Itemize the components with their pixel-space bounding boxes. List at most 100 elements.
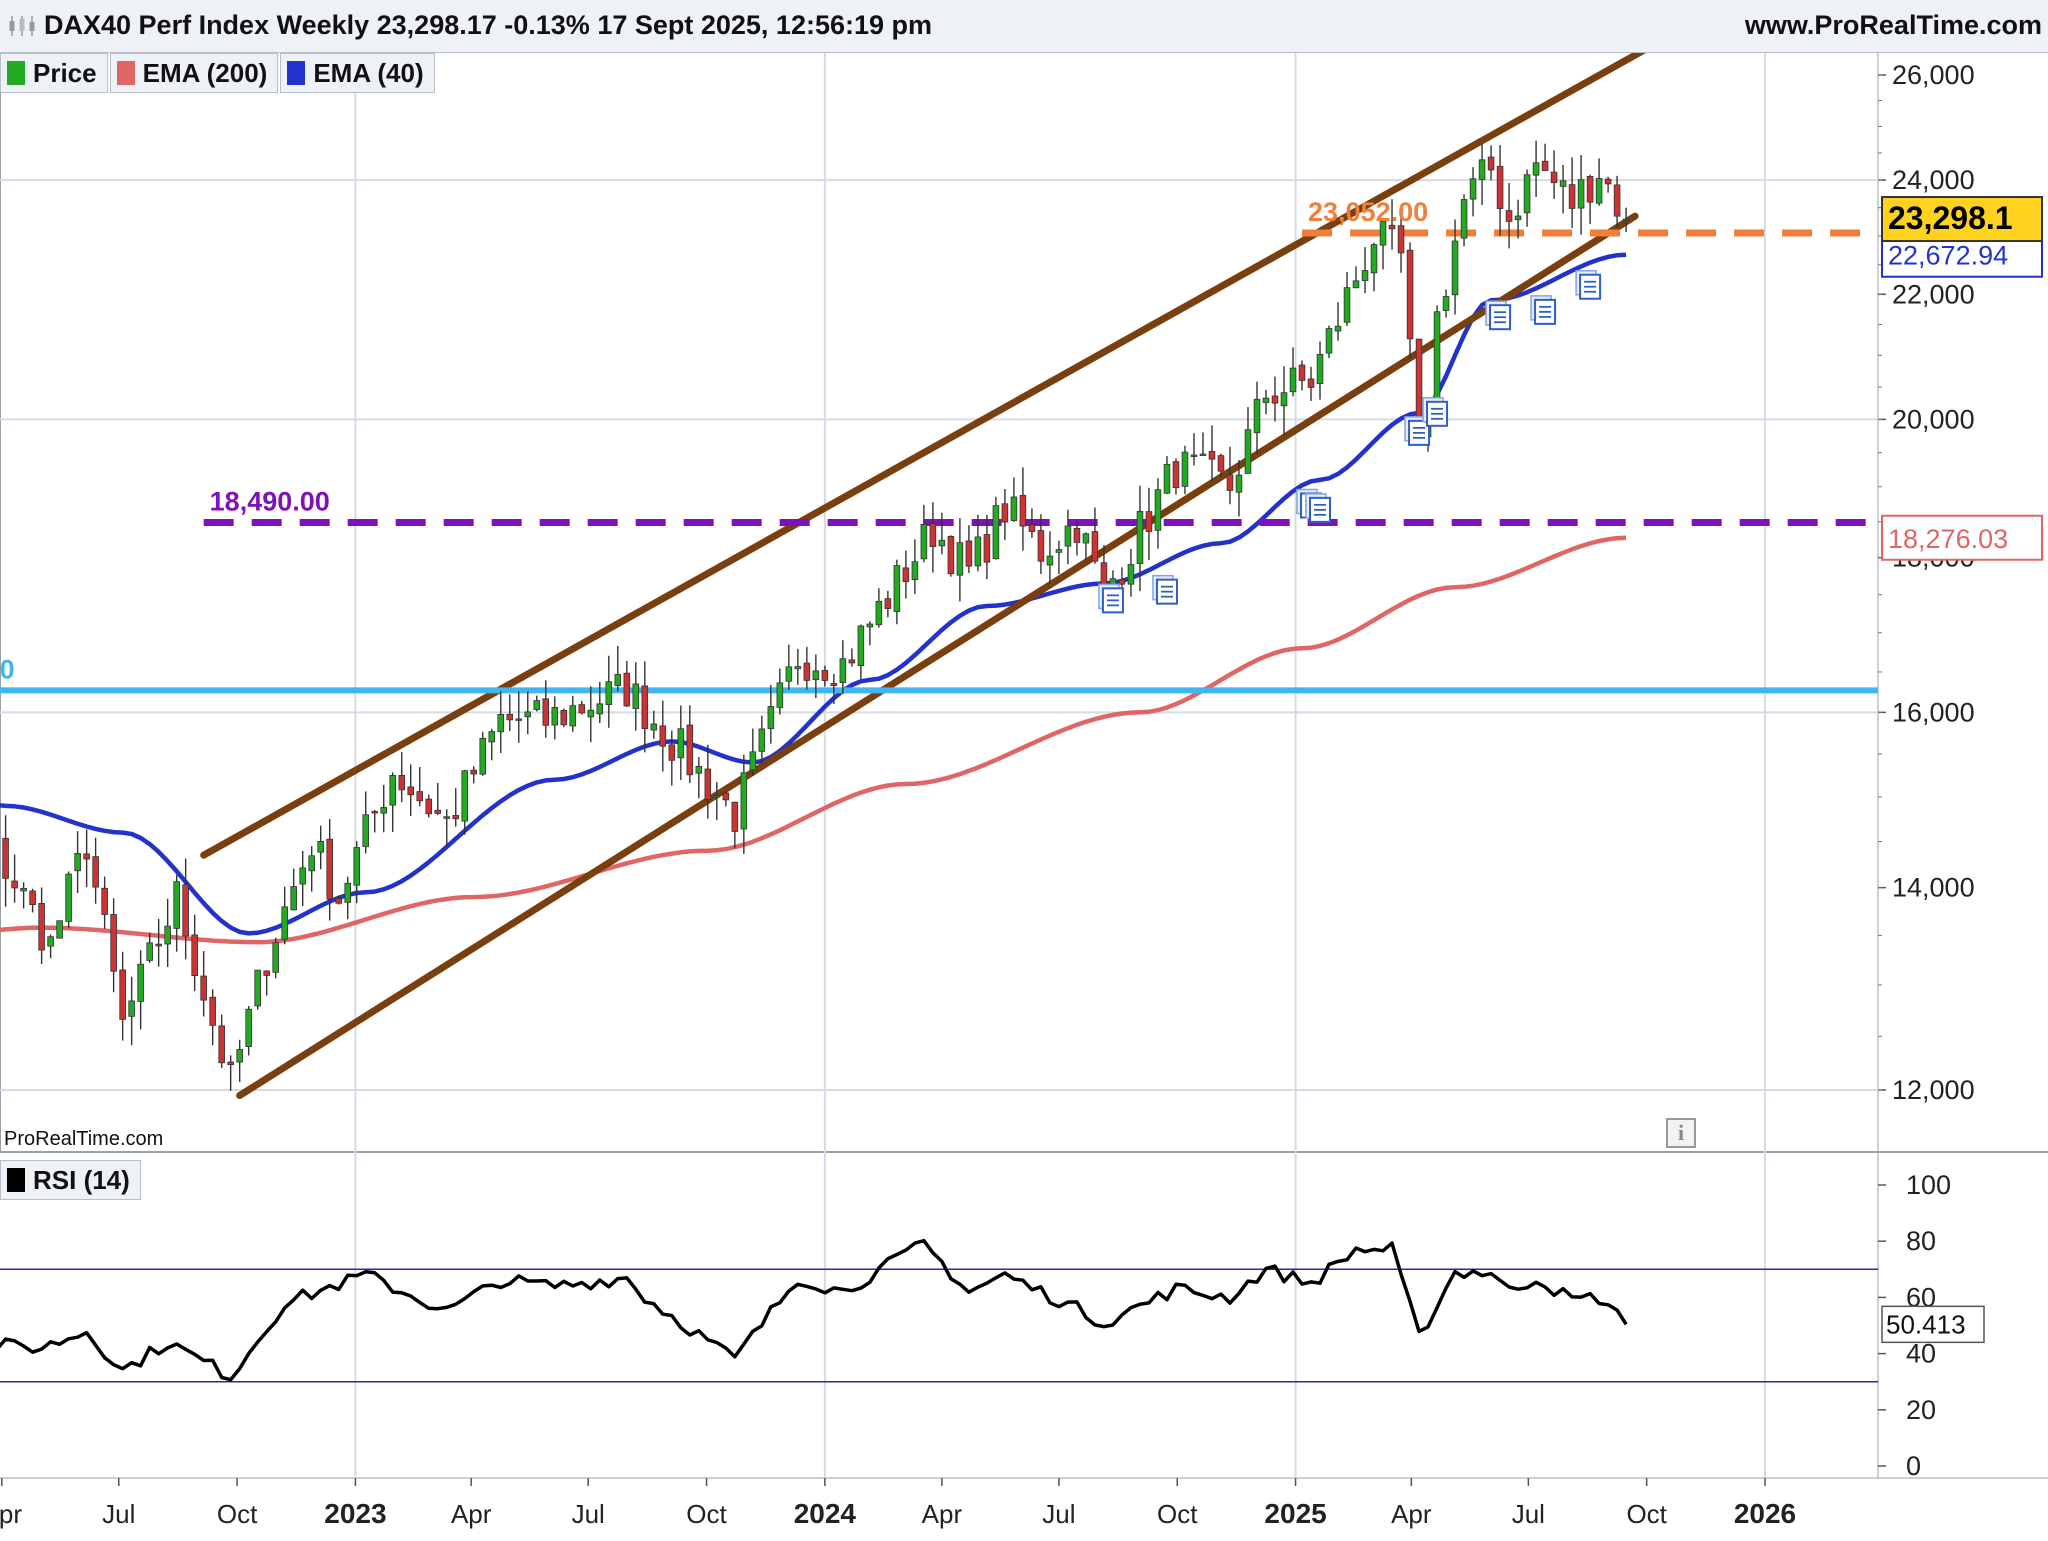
candle-body xyxy=(1298,364,1306,381)
level-label-2: 16,270.00 xyxy=(0,654,15,684)
candle-body xyxy=(1136,510,1144,564)
candle-body xyxy=(884,598,892,609)
rsi-line xyxy=(0,1238,1628,1382)
last-price-box xyxy=(1881,196,2043,243)
candle-body xyxy=(371,811,379,814)
candle-body xyxy=(353,847,360,886)
legend-item-rsi[interactable]: RSI (14) xyxy=(0,1160,141,1200)
candle-body xyxy=(461,770,469,822)
candle-body xyxy=(1100,562,1108,586)
candle-body xyxy=(227,1061,234,1066)
legend-swatch-rsi xyxy=(7,1168,25,1192)
candle-body xyxy=(1514,215,1522,221)
event-marker-icon xyxy=(1530,295,1557,325)
legend-swatch-ema40 xyxy=(287,61,306,85)
candle-body xyxy=(218,1025,225,1064)
candle-body xyxy=(785,666,793,682)
candle-body xyxy=(776,682,784,708)
candle-body xyxy=(326,838,333,900)
candle-body xyxy=(1190,454,1198,457)
candle-body xyxy=(1208,451,1216,460)
candle-body xyxy=(236,1049,243,1063)
rsi-value-label: 50.413 xyxy=(1886,1309,1966,1339)
candle-body xyxy=(245,1008,252,1047)
candle-body xyxy=(155,943,162,947)
legend-item-ema40[interactable]: EMA (40) xyxy=(280,53,435,93)
candle-body xyxy=(1244,429,1252,474)
legend-item-price[interactable]: Price xyxy=(0,53,108,93)
candle-body xyxy=(686,724,694,776)
candle-body xyxy=(515,718,523,721)
candle-body xyxy=(290,886,297,911)
watermark: ProRealTime.com xyxy=(4,1128,164,1150)
candle-body xyxy=(1505,210,1513,222)
legend-swatch-ema200 xyxy=(116,61,135,85)
x-tick-label: 2025 xyxy=(1264,1498,1326,1529)
candle-body xyxy=(1172,461,1180,489)
candle-body xyxy=(272,942,279,973)
candle-body xyxy=(1010,496,1018,521)
candle-body xyxy=(794,666,802,670)
candle-body xyxy=(1226,474,1234,491)
candle-body xyxy=(1361,270,1369,281)
candle-body xyxy=(1091,531,1099,562)
candle-body xyxy=(101,887,108,915)
candle-body xyxy=(992,505,1000,560)
channel-line-1 xyxy=(200,52,1648,859)
candle-body xyxy=(1397,225,1405,254)
series-line-ema200 xyxy=(0,535,1627,945)
candle-body xyxy=(911,561,919,581)
candle-body xyxy=(1460,199,1468,239)
candle-body xyxy=(1613,184,1621,217)
candle-body xyxy=(1469,178,1477,200)
candle-body xyxy=(479,737,487,775)
legend-label-ema40: EMA (40) xyxy=(313,57,424,88)
info-icon[interactable]: i xyxy=(1666,1118,1696,1148)
candle-body xyxy=(74,853,81,872)
candle-body xyxy=(1334,325,1342,332)
candle-body xyxy=(713,795,721,798)
candle-body xyxy=(767,706,775,730)
candle-body xyxy=(389,775,397,806)
candle-body xyxy=(1028,524,1036,532)
legend-item-ema200[interactable]: EMA (200) xyxy=(109,53,279,93)
candle-body xyxy=(146,942,153,961)
candle-body xyxy=(1523,174,1531,214)
candlestick-icon[interactable] xyxy=(8,14,36,38)
candle-body xyxy=(92,856,99,888)
candle-body xyxy=(254,969,261,1007)
event-marker-icon xyxy=(1404,416,1431,446)
candle-body xyxy=(1217,455,1225,472)
event-marker-icon xyxy=(1098,583,1124,614)
candle-body xyxy=(1289,367,1297,393)
site-link[interactable]: www.ProRealTime.com xyxy=(1744,10,2042,40)
candle-body xyxy=(47,936,54,947)
candle-body xyxy=(452,815,460,820)
candle-body xyxy=(1235,474,1243,493)
level-label-0: 23,052.00 xyxy=(1308,197,1428,227)
y-tick-label: 22,000 xyxy=(1892,279,1975,309)
candle-body xyxy=(1595,178,1603,204)
legend-swatch-price xyxy=(7,61,25,85)
candle-body xyxy=(722,792,730,801)
candle-body xyxy=(839,658,847,683)
candle-body xyxy=(731,801,739,832)
chart-header: DAX40 Perf Index Weekly 23,298.17 -0.13%… xyxy=(0,0,2048,53)
candle-body xyxy=(857,625,865,667)
series-line-ema40 xyxy=(0,252,1627,936)
x-tick-label: Oct xyxy=(686,1499,727,1529)
candle-body xyxy=(1496,165,1504,209)
candle-body xyxy=(164,925,171,945)
rsi-value-box xyxy=(1881,1305,1985,1344)
candle-body xyxy=(758,728,766,752)
candle-body xyxy=(20,887,27,892)
candle-body xyxy=(443,816,451,819)
candle-body xyxy=(1442,296,1450,311)
candle-body xyxy=(1307,378,1315,388)
candle-body xyxy=(191,934,198,977)
y-tick-label: 12,000 xyxy=(1892,1075,1975,1105)
candle-body xyxy=(893,565,901,612)
candle-body xyxy=(1262,397,1270,403)
candle-body xyxy=(1316,353,1324,385)
chart-title: DAX40 Perf Index Weekly 23,298.17 -0.13%… xyxy=(44,10,933,40)
